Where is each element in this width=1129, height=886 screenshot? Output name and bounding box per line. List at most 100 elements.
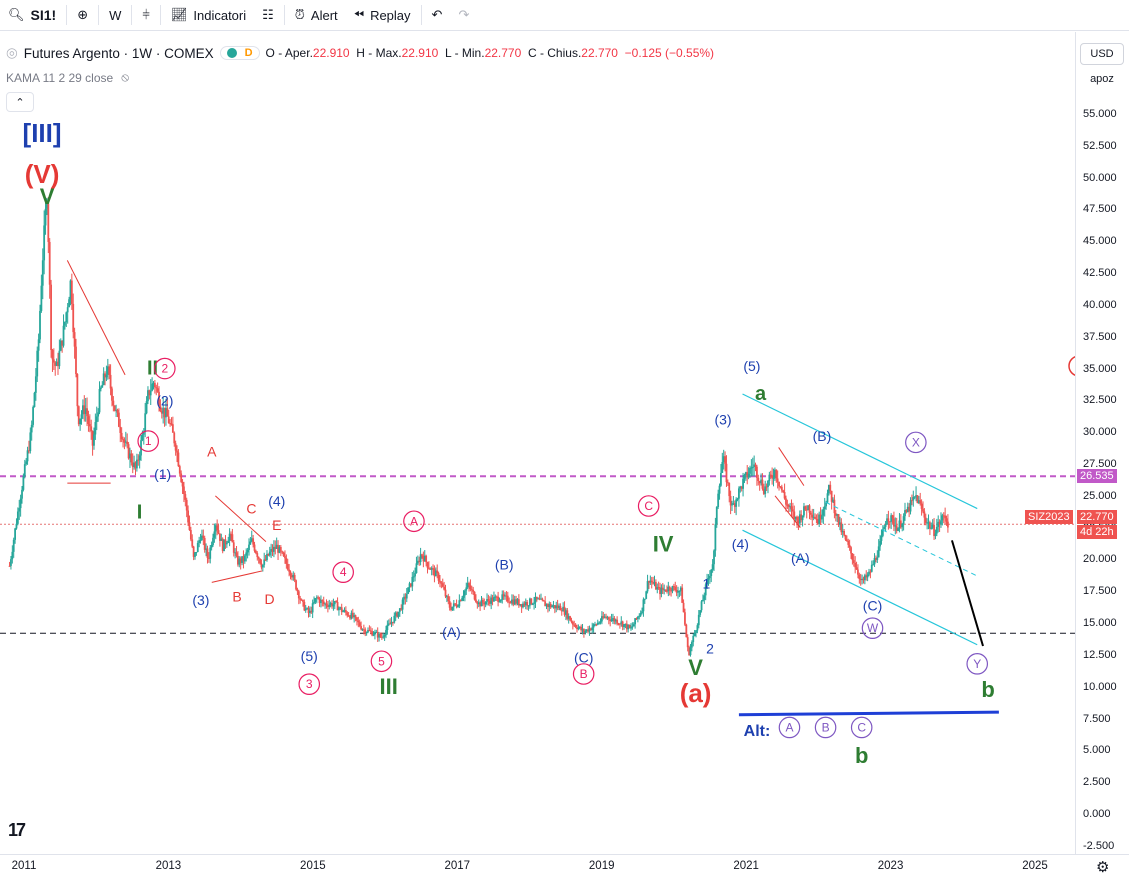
- alert-button[interactable]: ⏰︎ Alert: [287, 0, 346, 31]
- candle-body: [32, 407, 34, 425]
- y-tick-label: 25.000: [1083, 489, 1117, 502]
- candle-body: [209, 547, 212, 559]
- candle-body: [230, 533, 232, 535]
- candle-body: [774, 469, 776, 478]
- wave-label: 1: [703, 576, 711, 592]
- candle-body: [631, 626, 634, 628]
- candle-body: [454, 603, 457, 605]
- currency-label: USD: [1090, 48, 1114, 60]
- candle-body: [869, 571, 872, 573]
- candle-body: [598, 622, 601, 624]
- wave-label: (4): [732, 536, 749, 552]
- scale-mode-button[interactable]: apoz: [1080, 68, 1124, 90]
- candle-body: [75, 346, 77, 375]
- candle-body: [336, 601, 339, 611]
- wave-label-circle: [154, 357, 176, 380]
- symbol-icon: ◎: [6, 45, 18, 60]
- candle-body: [708, 576, 711, 579]
- alarm-clock-icon: ⏰︎: [294, 7, 305, 22]
- wave-label: II: [147, 358, 158, 380]
- candle-body: [811, 514, 814, 518]
- candle-body: [858, 574, 861, 580]
- candle-body: [93, 434, 95, 446]
- candle-body: [70, 280, 73, 304]
- candle-body: [491, 597, 494, 602]
- collapse-legend-button[interactable]: ⌃: [6, 92, 34, 112]
- candle-body: [255, 550, 257, 554]
- candle-body: [389, 623, 392, 625]
- wave-label: B: [232, 588, 241, 604]
- candle-body: [304, 608, 307, 611]
- candle-body: [34, 376, 37, 393]
- candle-body: [398, 608, 401, 612]
- candle-body: [187, 510, 189, 523]
- candle-body: [796, 516, 798, 521]
- chart-type-button[interactable]: ⫩: [134, 0, 157, 31]
- candle-body: [706, 579, 708, 585]
- undo-button[interactable]: ↶: [424, 0, 451, 31]
- indicators-button[interactable]: 📈︎ Indicatori: [163, 0, 254, 31]
- symbol-search[interactable]: 🔍︎ SI1!: [0, 0, 64, 31]
- candle-body: [843, 531, 845, 535]
- candle-body: [906, 506, 909, 512]
- y-tick-label: -2.500: [1083, 839, 1115, 852]
- candle-body: [432, 568, 434, 570]
- candle-body: [688, 647, 690, 656]
- replay-button[interactable]: ⏪︎ Replay: [346, 0, 419, 31]
- candle-body: [367, 630, 369, 633]
- candle-body: [797, 520, 800, 524]
- candle-body: [902, 516, 905, 524]
- layouts-button[interactable]: ☷: [254, 0, 282, 31]
- candle-body: [520, 604, 523, 608]
- candle-body: [170, 423, 173, 425]
- chart-pane[interactable]: [III] (V) V II 2 (2) 1 (1) I A C E (4) (3) B D (5) 3 4 5 III…: [0, 32, 1075, 854]
- candle-body: [50, 284, 52, 351]
- candle-body: [868, 571, 870, 575]
- x-tick-label: 2019: [588, 860, 615, 872]
- candle-body: [127, 444, 130, 459]
- eye-off-icon[interactable]: ⦸: [121, 70, 130, 84]
- candle-body: [650, 580, 653, 583]
- tradingview-logo-icon[interactable]: 17: [8, 820, 26, 840]
- candle-body: [616, 619, 619, 624]
- candle-body: [259, 558, 261, 564]
- candle-body: [289, 571, 292, 576]
- time-axis[interactable]: [0, 854, 1129, 886]
- candle-body: [704, 584, 707, 596]
- indicator-legend[interactable]: KAMA 11 2 29 close ⦸: [6, 70, 129, 85]
- candle-body: [922, 508, 924, 512]
- candle-body: [767, 480, 769, 487]
- y-tick-label: 35.000: [1083, 362, 1117, 375]
- candle-body: [180, 473, 183, 482]
- candle-body: [37, 339, 40, 351]
- wave-label: 5: [378, 654, 385, 668]
- price-axis[interactable]: [1075, 32, 1129, 854]
- wave-label: (2): [156, 392, 173, 408]
- candle-body: [351, 612, 354, 618]
- candle-body: [522, 603, 524, 608]
- compare-button[interactable]: ⊕: [69, 0, 96, 31]
- gear-icon[interactable]: ⚙︎: [1096, 859, 1110, 876]
- candle-body: [212, 537, 214, 545]
- open-value: 22.910: [312, 46, 350, 60]
- countdown-tag: 4d 22h: [1077, 525, 1117, 540]
- candle-body: [462, 595, 465, 598]
- candle-body: [916, 495, 919, 504]
- candle-body: [470, 589, 473, 591]
- candle-body: [544, 601, 547, 607]
- candle-body: [798, 514, 801, 524]
- candle-body: [307, 608, 310, 614]
- candle-body: [174, 443, 177, 451]
- candle-body: [349, 616, 351, 619]
- candle-body: [787, 504, 790, 507]
- candle-body: [248, 544, 250, 551]
- candle-body: [587, 629, 589, 632]
- candle-body: [653, 581, 656, 584]
- candle-body: [133, 462, 136, 468]
- currency-button[interactable]: USD: [1080, 43, 1124, 65]
- scale-mode-label: apoz: [1090, 73, 1114, 85]
- redo-button[interactable]: ↷: [450, 0, 477, 31]
- candle-body: [339, 607, 342, 609]
- interval-button[interactable]: W: [101, 0, 129, 31]
